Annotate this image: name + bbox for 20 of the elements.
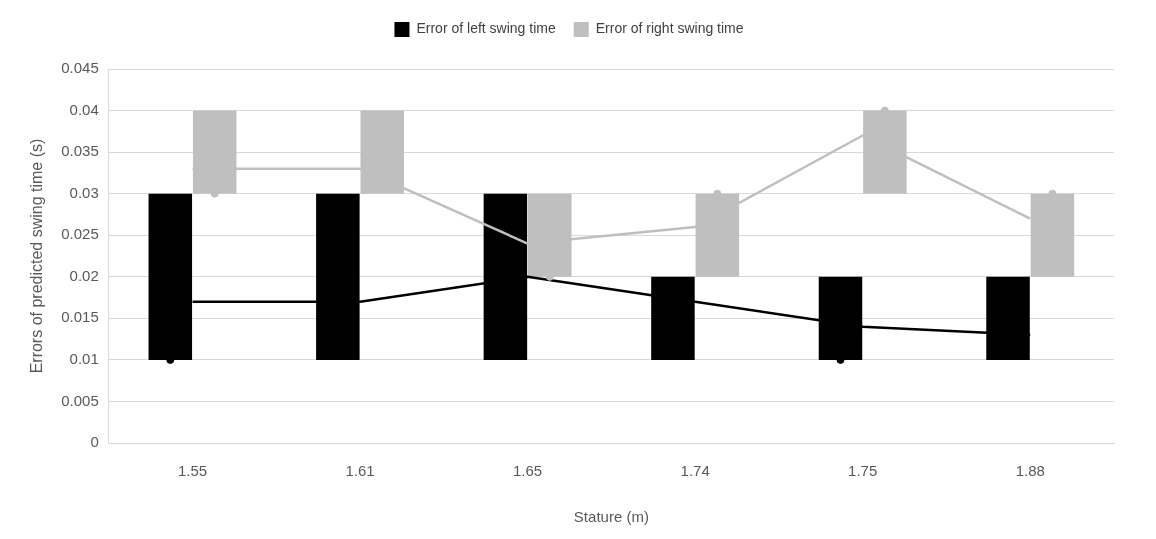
y-tick-label: 0.01: [69, 350, 99, 368]
x-tick-label: 1.55: [177, 462, 208, 480]
y-tick-label: 0.025: [61, 225, 99, 243]
x-tick-label: 1.75: [848, 462, 878, 480]
legend-label: Error of left swing time: [416, 20, 556, 37]
x-tick-label: 1.74: [680, 462, 710, 480]
x-tick-label: 1.88: [1015, 462, 1045, 480]
y-tick-label: 0: [90, 433, 99, 451]
y-axis-title: Errors of predicted swing time (s): [28, 138, 46, 374]
y-tick-label: 0.04: [69, 100, 99, 118]
y-tick-label: 0.035: [61, 142, 99, 160]
x-tick-label: 1.65: [512, 462, 543, 480]
y-tick-label: 0.005: [61, 391, 99, 409]
x-axis-title: Stature (m): [573, 508, 649, 526]
y-tick-label: 0.015: [61, 308, 99, 326]
x-tick-label: 1.61: [345, 462, 375, 480]
legend-label: Error of right swing time: [595, 20, 744, 37]
y-tick-label: 0.03: [69, 183, 99, 201]
y-tick-label: 0.02: [69, 266, 99, 284]
y-tick-label: 0.045: [61, 59, 99, 77]
